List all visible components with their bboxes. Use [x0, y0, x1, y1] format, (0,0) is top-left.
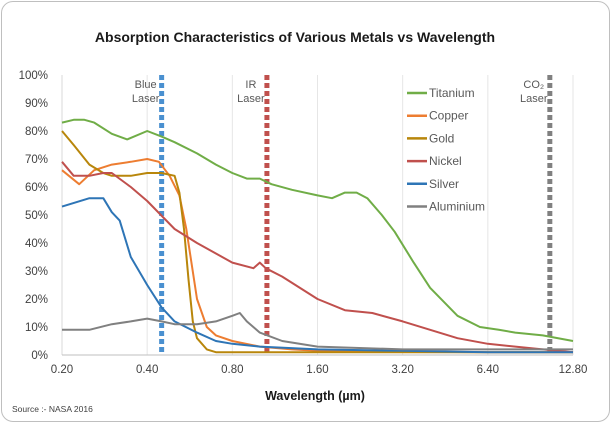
series-line-copper [61, 158, 573, 354]
x-tick-label: 3.20 [391, 364, 413, 376]
laser-label: Laser [132, 93, 160, 105]
x-tick-label: 6.40 [477, 364, 499, 376]
legend: Titanium Copper Gold Nickel Silver Aluminium [407, 86, 485, 214]
x-tick-label: 0.40 [136, 364, 158, 376]
y-tick-label: 10% [25, 322, 48, 334]
series-line-aluminium [62, 312, 573, 351]
x-tick-label: 0.80 [221, 364, 243, 376]
y-tick-label: 60% [25, 182, 48, 194]
y-tick-label: 40% [25, 238, 48, 250]
laser-label: Laser [520, 93, 548, 105]
laser-label: IR [245, 79, 256, 91]
y-tick-label: 0% [31, 350, 48, 362]
series-line-gold [61, 130, 573, 354]
laser-label: Blue [135, 79, 157, 91]
y-tick-label: 20% [25, 294, 48, 306]
series-line-titanium [61, 118, 574, 342]
legend-label-silver: Silver [429, 177, 459, 191]
y-tick-labels: 0% 10% 20% 30% 40% 50% 60% 70% 80% 90% 100% [19, 70, 48, 362]
x-tick-label: 1.60 [306, 364, 328, 376]
legend-label-copper: Copper [429, 109, 468, 123]
y-tick-label: 30% [25, 266, 48, 278]
laser-label: CO₂ [523, 79, 544, 91]
x-tick-labels: 0.20 0.40 0.80 1.60 3.20 6.40 12.80 [51, 364, 588, 376]
y-tick-label: 70% [25, 154, 48, 166]
y-tick-label: 50% [25, 210, 48, 222]
gridlines [61, 75, 574, 356]
y-tick-label: 80% [25, 126, 48, 138]
x-axis-title: Wavelength (µm) [265, 389, 365, 403]
x-tick-label: 0.20 [51, 364, 73, 376]
source-note: Source :- NASA 2016 [12, 404, 93, 414]
legend-label-aluminium: Aluminium [429, 200, 485, 214]
laser-label: Laser [237, 93, 265, 105]
series-line-silver [61, 197, 573, 354]
chart-title: Absorption Characteristics of Various Me… [95, 29, 495, 45]
series-lines [61, 118, 574, 354]
laser-markers: Blue Laser IR Laser CO₂ Laser [132, 75, 553, 355]
legend-label-nickel: Nickel [429, 154, 462, 168]
y-tick-label: 90% [25, 98, 48, 110]
legend-label-titanium: Titanium [429, 86, 475, 100]
x-tick-label: 12.80 [559, 364, 588, 376]
series-line-nickel [61, 161, 574, 354]
legend-label-gold: Gold [429, 131, 454, 145]
y-tick-label: 100% [19, 70, 48, 82]
